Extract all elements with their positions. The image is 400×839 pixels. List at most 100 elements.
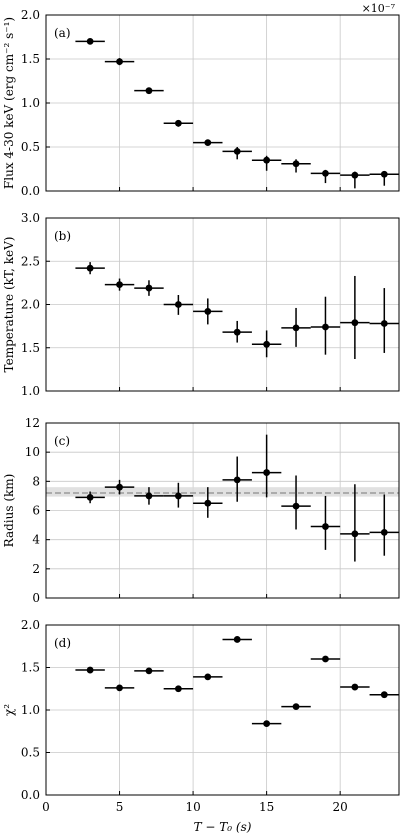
data-point bbox=[75, 38, 105, 45]
data-point bbox=[281, 159, 311, 173]
point-marker bbox=[292, 324, 300, 332]
data-point bbox=[222, 147, 252, 160]
point-marker bbox=[322, 170, 329, 177]
y-axis-label: Flux 4-30 keV (erg cm⁻² s⁻¹) bbox=[2, 17, 16, 189]
y-tick-label: 8 bbox=[32, 474, 40, 488]
point-marker bbox=[145, 87, 153, 95]
y-tick-label: 0.5 bbox=[21, 140, 40, 154]
point-marker bbox=[233, 148, 241, 155]
point-marker bbox=[292, 160, 300, 168]
panel-label: (b) bbox=[54, 229, 71, 243]
data-point bbox=[193, 298, 223, 325]
y-tick-label: 4 bbox=[32, 533, 40, 547]
data-point bbox=[104, 58, 135, 66]
point-marker bbox=[380, 691, 388, 699]
data-point bbox=[310, 296, 341, 355]
data-point bbox=[104, 479, 135, 495]
data-point bbox=[104, 684, 135, 692]
data-point bbox=[310, 169, 341, 184]
data-point bbox=[75, 491, 105, 504]
data-point bbox=[369, 288, 399, 353]
point-marker bbox=[380, 528, 388, 536]
point-marker bbox=[263, 469, 271, 476]
data-point bbox=[193, 139, 223, 147]
y-tick-label: 1.5 bbox=[21, 341, 40, 355]
point-marker bbox=[204, 139, 212, 147]
point-marker bbox=[116, 483, 123, 491]
point-marker bbox=[204, 308, 212, 315]
y-tick-label: 6 bbox=[32, 504, 40, 518]
data-point bbox=[310, 495, 341, 550]
point-marker bbox=[116, 58, 123, 66]
data-point bbox=[251, 720, 282, 727]
point-marker bbox=[233, 476, 241, 484]
x-tick-label: 15 bbox=[259, 800, 274, 814]
data-point bbox=[163, 685, 194, 693]
point-marker bbox=[233, 328, 241, 336]
x-tick-label: 0 bbox=[42, 800, 50, 814]
data-point bbox=[163, 119, 194, 127]
data-point bbox=[222, 636, 252, 643]
y-axis-label: χ² bbox=[2, 704, 16, 716]
y-tick-label: 0.5 bbox=[21, 746, 40, 760]
data-point bbox=[340, 275, 370, 359]
point-marker bbox=[263, 720, 271, 727]
y-tick-label: 2.0 bbox=[21, 618, 40, 632]
data-point bbox=[193, 673, 223, 681]
panel-c: 0 2 4 6 8 10 12 (c) Radius (km) bbox=[2, 416, 400, 605]
point-marker bbox=[204, 673, 212, 681]
y-tick-label: 2.0 bbox=[21, 298, 40, 312]
data-point bbox=[134, 87, 164, 95]
y-tick-label: 0.0 bbox=[21, 184, 40, 198]
point-marker bbox=[86, 264, 94, 272]
y-tick-label: 2.5 bbox=[21, 254, 40, 268]
point-marker bbox=[292, 502, 300, 510]
y-multiplier: ×10⁻⁷ bbox=[362, 2, 396, 15]
y-axis-label: Radius (km) bbox=[2, 474, 16, 548]
point-marker bbox=[145, 492, 153, 500]
point-marker bbox=[116, 684, 123, 692]
data-point bbox=[163, 294, 194, 315]
data-point bbox=[75, 262, 105, 275]
data-point bbox=[251, 434, 282, 498]
point-marker bbox=[322, 523, 329, 530]
data-point bbox=[193, 487, 223, 518]
point-marker bbox=[351, 171, 359, 179]
y-tick-label: 1.0 bbox=[21, 96, 40, 110]
point-marker bbox=[263, 156, 271, 164]
point-marker bbox=[351, 683, 359, 691]
panel-label: (c) bbox=[54, 434, 70, 448]
point-marker bbox=[292, 703, 300, 710]
y-tick-label: 3.0 bbox=[21, 211, 40, 225]
point-marker bbox=[145, 284, 153, 292]
point-marker bbox=[351, 530, 359, 538]
y-tick-label: 2 bbox=[32, 562, 40, 576]
point-marker bbox=[380, 170, 388, 178]
point-marker bbox=[380, 320, 388, 327]
data-point bbox=[340, 171, 370, 189]
y-axis-label: Temperature (kT, keV) bbox=[2, 237, 16, 373]
y-tick-label: 0 bbox=[32, 591, 40, 605]
reference-band bbox=[46, 487, 399, 497]
data-point bbox=[134, 280, 164, 296]
panel-b: 1.0 1.5 2.0 2.5 3.0 (b) Temperature (kT, keV) bbox=[2, 211, 400, 398]
y-tick-label: 12 bbox=[25, 416, 40, 430]
data-point bbox=[281, 475, 311, 530]
data-point bbox=[369, 494, 399, 556]
point-marker bbox=[116, 281, 123, 289]
point-marker bbox=[86, 666, 94, 674]
panel-a: 0.0 0.5 1.0 1.5 2.0 (a) Flux 4-30 keV (erg cm⁻… bbox=[2, 2, 400, 198]
y-tick-label: 1.0 bbox=[21, 384, 40, 398]
x-axis-label: T − T₀ (s) bbox=[194, 820, 252, 834]
panel-d: 0.0 0.5 1.0 1.5 2.0 0 5 10 15 20 (d) χ² T − T₀ (s) bbox=[2, 618, 400, 834]
point-marker bbox=[322, 323, 329, 331]
data-point bbox=[369, 170, 399, 186]
y-tick-label: 0.0 bbox=[21, 788, 40, 802]
data-point bbox=[104, 278, 135, 291]
x-tick-label: 5 bbox=[116, 800, 124, 814]
x-tick-label: 10 bbox=[185, 800, 200, 814]
y-tick-label: 1.5 bbox=[21, 661, 40, 675]
y-tick-label: 1.5 bbox=[21, 52, 40, 66]
data-point bbox=[222, 320, 252, 343]
